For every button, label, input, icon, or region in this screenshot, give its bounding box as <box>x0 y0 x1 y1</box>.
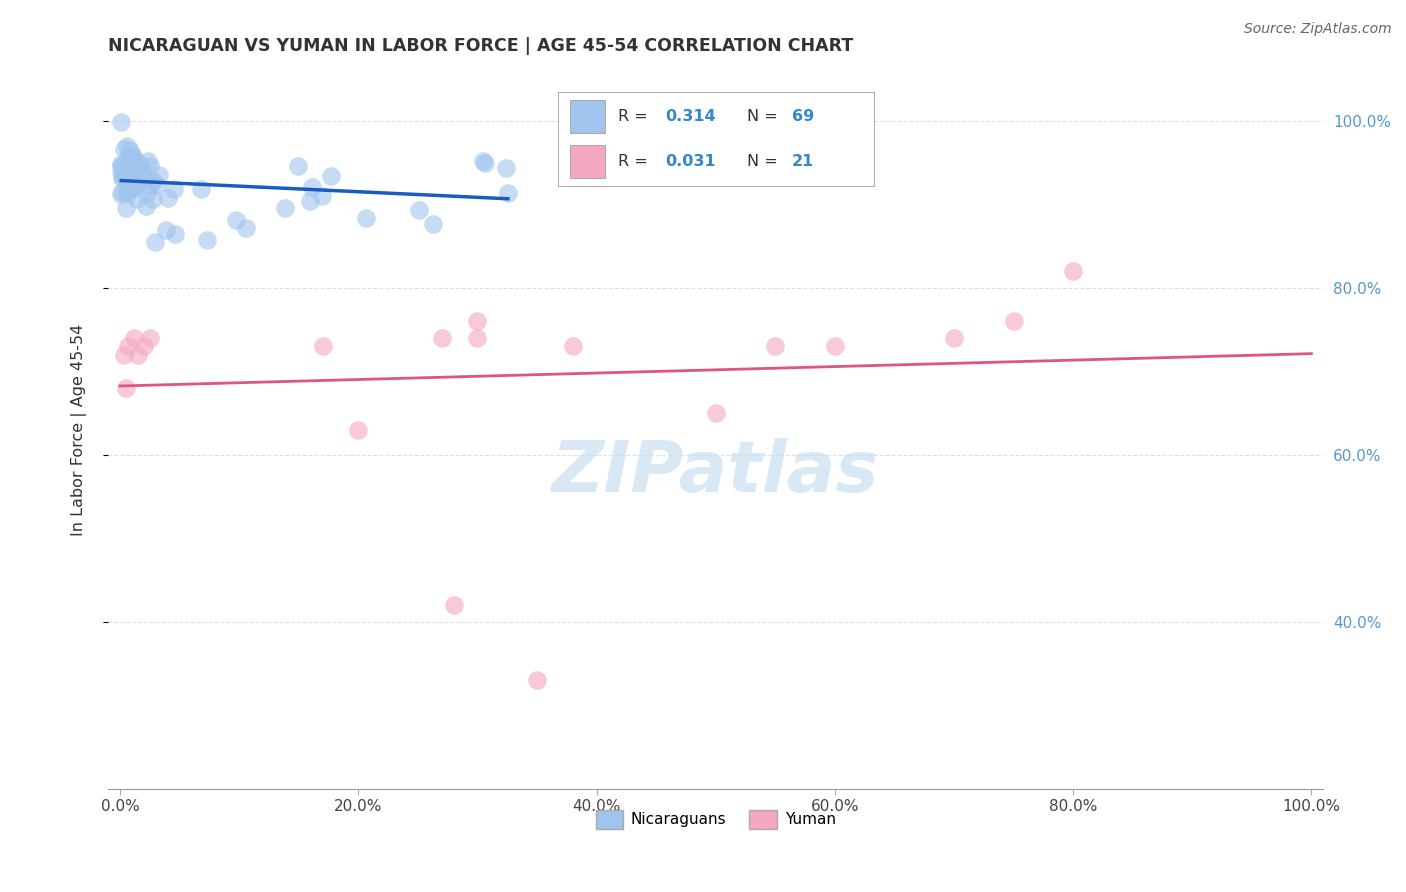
Point <box>117 169 139 184</box>
Point <box>942 331 965 345</box>
Point <box>235 221 257 235</box>
Point <box>117 339 139 353</box>
Point <box>467 314 489 328</box>
Point <box>287 159 309 173</box>
Point <box>225 213 247 227</box>
Point <box>125 155 148 169</box>
Point <box>190 182 212 196</box>
Point <box>118 159 141 173</box>
Point <box>121 149 143 163</box>
Point <box>132 339 155 353</box>
Point <box>112 158 135 172</box>
Point <box>117 185 139 199</box>
Point <box>195 234 218 248</box>
Point <box>117 183 139 197</box>
Point <box>142 192 165 206</box>
Point <box>443 598 465 612</box>
Point <box>474 155 496 169</box>
Point <box>561 339 583 353</box>
Point <box>155 223 177 237</box>
Point <box>139 179 162 194</box>
Point <box>135 186 157 200</box>
Point <box>148 169 170 183</box>
Point <box>127 347 149 361</box>
Point <box>117 150 139 164</box>
Point <box>430 331 453 345</box>
Point <box>763 339 786 353</box>
Point <box>112 347 135 361</box>
Point <box>111 171 134 186</box>
Point <box>496 186 519 201</box>
Point <box>408 202 430 217</box>
Point <box>117 139 139 153</box>
Point <box>131 162 153 177</box>
Point <box>526 673 548 687</box>
Point <box>110 157 132 171</box>
Point <box>321 169 343 183</box>
Y-axis label: In Labor Force | Age 45-54: In Labor Force | Age 45-54 <box>72 324 87 536</box>
Point <box>125 178 148 192</box>
Point <box>121 149 143 163</box>
Point <box>120 143 142 157</box>
Point <box>471 154 494 169</box>
Point <box>136 154 159 169</box>
Point <box>115 172 138 186</box>
Point <box>121 173 143 187</box>
Point <box>128 157 150 171</box>
Point <box>124 331 146 345</box>
Point <box>112 141 135 155</box>
Point <box>824 339 846 353</box>
Point <box>495 161 517 176</box>
Point <box>125 192 148 206</box>
Point <box>704 406 727 420</box>
Point <box>467 331 489 345</box>
Point <box>110 115 132 129</box>
Point <box>121 172 143 186</box>
Point <box>163 182 186 196</box>
Point <box>139 331 162 345</box>
Point <box>112 165 135 179</box>
Point <box>122 181 145 195</box>
Point <box>301 180 323 194</box>
Point <box>110 159 132 173</box>
Point <box>111 185 134 199</box>
Point <box>138 172 160 186</box>
Point <box>311 189 333 203</box>
Point <box>146 178 169 192</box>
Point <box>131 169 153 184</box>
Legend: Nicaraguans, Yuman: Nicaraguans, Yuman <box>589 804 842 835</box>
Point <box>157 191 180 205</box>
Point <box>139 160 162 174</box>
Point <box>115 201 138 215</box>
Point <box>111 168 134 182</box>
Point <box>135 199 157 213</box>
Point <box>110 165 132 179</box>
Point <box>115 186 138 201</box>
Point <box>354 211 377 226</box>
Point <box>274 201 297 215</box>
Point <box>110 186 132 201</box>
Point <box>142 174 165 188</box>
Text: NICARAGUAN VS YUMAN IN LABOR FORCE | AGE 45-54 CORRELATION CHART: NICARAGUAN VS YUMAN IN LABOR FORCE | AGE… <box>108 37 853 55</box>
Point <box>1062 264 1084 278</box>
Point <box>115 381 138 395</box>
Point <box>311 339 333 353</box>
Point <box>112 171 135 186</box>
Text: ZIPatlas: ZIPatlas <box>553 438 879 508</box>
Point <box>1002 314 1025 328</box>
Point <box>118 172 141 186</box>
Point <box>143 235 166 249</box>
Point <box>422 217 444 231</box>
Point <box>347 423 370 437</box>
Point <box>299 194 322 209</box>
Point <box>115 172 138 186</box>
Point <box>165 227 187 241</box>
Text: Source: ZipAtlas.com: Source: ZipAtlas.com <box>1244 22 1392 37</box>
Point <box>120 178 142 193</box>
Point <box>121 153 143 168</box>
